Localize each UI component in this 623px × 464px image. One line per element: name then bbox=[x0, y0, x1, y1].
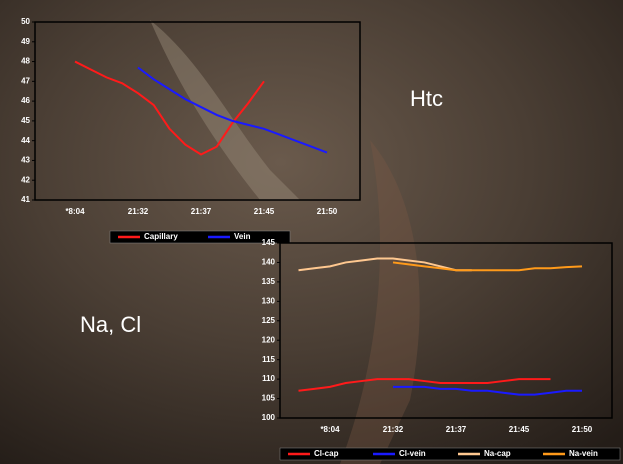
series-line bbox=[298, 378, 551, 392]
y-tick-label: 47 bbox=[21, 76, 30, 85]
x-tick-label: 21:50 bbox=[572, 425, 593, 434]
y-tick-label: 45 bbox=[21, 116, 30, 125]
x-tick-label: 21:37 bbox=[446, 425, 467, 434]
legend-label: Capillary bbox=[144, 232, 178, 241]
y-tick-label: 48 bbox=[21, 57, 30, 66]
y-tick-label: 100 bbox=[262, 413, 276, 422]
y-tick-label: 135 bbox=[262, 277, 276, 286]
y-tick-label: 120 bbox=[262, 335, 276, 344]
plot-area bbox=[279, 242, 613, 419]
legend bbox=[109, 230, 291, 244]
x-tick-label: *8:04 bbox=[320, 425, 340, 434]
legend-label: Cl-cap bbox=[314, 449, 339, 458]
background-shape bbox=[150, 20, 300, 200]
legend-label: Vein bbox=[234, 232, 251, 241]
y-tick-label: 145 bbox=[262, 238, 276, 247]
x-tick-label: 21:45 bbox=[509, 425, 530, 434]
y-tick-label: 105 bbox=[262, 394, 276, 403]
y-tick-label: 44 bbox=[21, 136, 30, 145]
y-tick-label: 110 bbox=[262, 374, 275, 383]
y-tick-label: 41 bbox=[21, 195, 30, 204]
x-tick-label: 21:50 bbox=[317, 207, 338, 216]
y-tick-label: 140 bbox=[262, 258, 276, 267]
series-line bbox=[392, 261, 583, 272]
y-tick-label: 50 bbox=[21, 17, 30, 26]
series-line bbox=[298, 257, 472, 272]
x-tick-label: 21:45 bbox=[254, 207, 275, 216]
x-tick-label: 21:37 bbox=[191, 207, 212, 216]
y-tick-label: 115 bbox=[262, 355, 275, 364]
annotation: Na, Cl bbox=[80, 312, 141, 337]
background-shape bbox=[340, 140, 420, 464]
y-tick-label: 49 bbox=[21, 37, 30, 46]
annotation: Htc bbox=[410, 86, 443, 111]
series-line bbox=[74, 60, 265, 156]
x-tick-label: *8:04 bbox=[65, 207, 85, 216]
plot-area bbox=[34, 21, 361, 201]
series-line bbox=[393, 385, 582, 396]
y-tick-label: 130 bbox=[262, 296, 276, 305]
y-tick-label: 42 bbox=[21, 175, 30, 184]
legend-label: Na-cap bbox=[484, 449, 511, 458]
series-line bbox=[137, 66, 328, 154]
x-tick-label: 21:32 bbox=[128, 207, 149, 216]
y-tick-label: 46 bbox=[21, 96, 30, 105]
legend-label: Cl-vein bbox=[399, 449, 426, 458]
legend bbox=[279, 447, 621, 461]
y-tick-label: 125 bbox=[262, 316, 276, 325]
y-tick-label: 43 bbox=[21, 156, 30, 165]
legend-label: Na-vein bbox=[569, 449, 598, 458]
x-tick-label: 21:32 bbox=[383, 425, 404, 434]
